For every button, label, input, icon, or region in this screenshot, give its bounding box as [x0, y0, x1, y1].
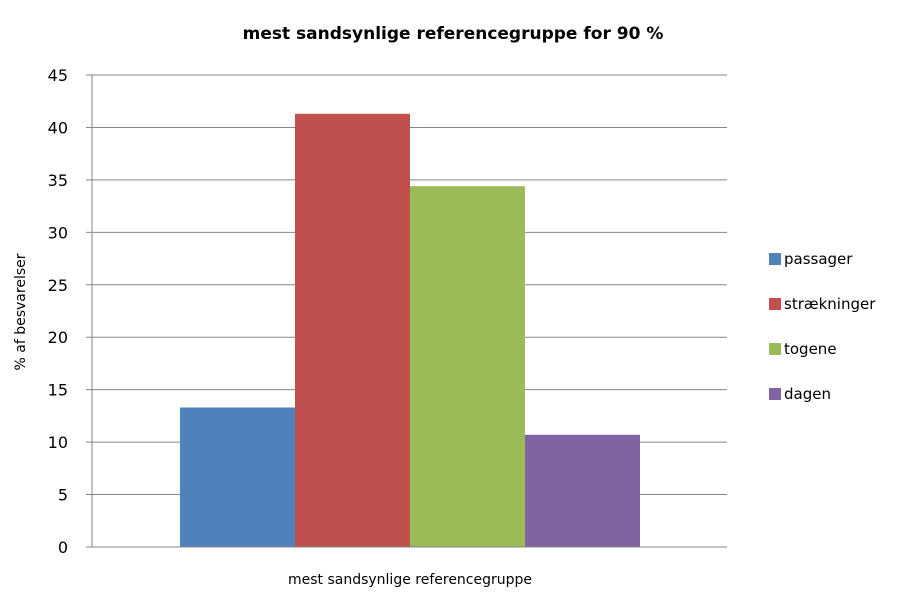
- legend-swatch-togene: [769, 343, 781, 355]
- y-tick-label: 25: [48, 276, 68, 295]
- y-tick-label: 45: [48, 66, 68, 85]
- chart-title: mest sandsynlige referencegruppe for 90 …: [243, 24, 664, 44]
- legend-label-strækninger: strækninger: [784, 295, 876, 313]
- y-tick-label: 35: [48, 171, 68, 190]
- y-tick-label: 5: [58, 486, 68, 505]
- bar-strækninger: [295, 113, 410, 547]
- y-tick-labels: 0 5 10 15 20 25 30 35 40 45: [48, 66, 68, 557]
- legend-swatch-dagen: [769, 388, 781, 400]
- legend-swatch-strækninger: [769, 298, 781, 310]
- x-axis-label: mest sandsynlige referencegruppe: [288, 572, 532, 588]
- axes: [91, 75, 727, 548]
- y-axis-label: % af besvarelser: [13, 253, 29, 370]
- legend-swatch-passager: [769, 253, 781, 265]
- bar-passager: [180, 407, 295, 547]
- bar-dagen: [525, 434, 640, 547]
- legend-label-dagen: dagen: [784, 385, 831, 403]
- y-tick-label: 10: [48, 433, 68, 452]
- y-tick-label: 40: [48, 118, 68, 137]
- y-tick-label: 0: [58, 538, 68, 557]
- legend: passager strækninger togene dagen: [769, 250, 876, 403]
- y-tick-label: 30: [48, 223, 68, 242]
- legend-label-togene: togene: [784, 340, 837, 358]
- legend-label-passager: passager: [784, 250, 853, 268]
- y-tick-label: 20: [48, 328, 68, 347]
- y-tick-label: 15: [48, 381, 68, 400]
- bar-togene: [410, 186, 525, 547]
- bars: [180, 113, 640, 547]
